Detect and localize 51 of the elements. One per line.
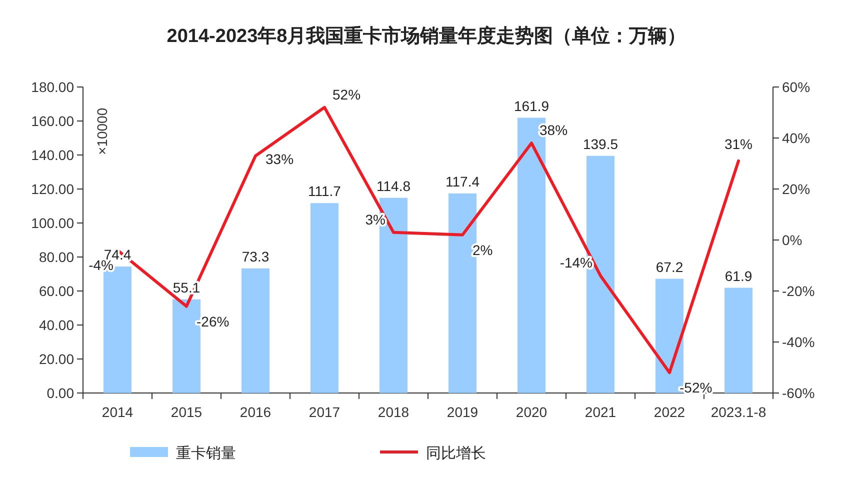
- y-tick-label: 100.00: [31, 215, 74, 231]
- data-label: 73.3: [242, 248, 270, 264]
- data-label: -52%: [680, 380, 712, 396]
- y-tick-label: 0.00: [46, 385, 74, 401]
- y-tick-label: 140.00: [31, 147, 74, 163]
- x-tick-label: 2017: [308, 404, 340, 420]
- y-tick-label: 40.00: [38, 317, 74, 333]
- data-label: 52%: [332, 86, 361, 102]
- data-label: 114.8: [376, 178, 411, 194]
- data-label: -26%: [196, 313, 230, 330]
- x-tick-label: 2014: [102, 404, 134, 420]
- x-tick-label: 2016: [240, 404, 272, 420]
- bar: [242, 268, 270, 393]
- legend-label: 重卡销量: [176, 445, 236, 462]
- chart-title: 2014-2023年8月我国重卡市场销量年度走势图（单位：万辆）: [166, 25, 686, 47]
- legend-label: 同比增长: [426, 445, 486, 462]
- x-tick-label: 2020: [516, 404, 548, 420]
- data-label: 139.5: [582, 136, 618, 152]
- y-tick-label: 120.00: [31, 181, 74, 197]
- x-tick-label: 2018: [378, 404, 410, 420]
- x-tick-label: 2023.1-8: [710, 404, 766, 420]
- y2-tick-label: 20%: [782, 181, 810, 197]
- y2-tick-label: -60%: [782, 385, 815, 401]
- y2-tick-label: 0%: [782, 232, 802, 248]
- bar: [724, 288, 752, 393]
- y-tick-label: 20.00: [38, 351, 74, 367]
- data-label: 3%: [365, 211, 386, 228]
- data-label: 61.9: [724, 268, 752, 284]
- data-label: 2%: [472, 242, 493, 258]
- x-tick-label: 2019: [446, 404, 478, 420]
- annotation: ×10000: [94, 108, 110, 155]
- data-label: 33%: [266, 150, 294, 167]
- y-tick-label: 60.00: [38, 283, 74, 299]
- y2-tick-label: 60%: [782, 79, 810, 95]
- data-label: 67.2: [656, 258, 684, 275]
- y2-tick-label: -40%: [782, 334, 815, 350]
- data-label: 31%: [724, 136, 753, 152]
- y-tick-label: 180.00: [31, 79, 74, 95]
- data-label: 111.7: [308, 183, 342, 200]
- y2-tick-label: -20%: [782, 283, 815, 299]
- data-label: -14%: [560, 254, 592, 271]
- x-tick-label: 2022: [654, 404, 686, 420]
- data-label: 161.9: [514, 98, 550, 114]
- y2-tick-label: 40%: [782, 130, 810, 146]
- y-tick-label: 80.00: [38, 249, 74, 265]
- data-label: 38%: [540, 122, 568, 138]
- data-label: 117.4: [446, 173, 480, 190]
- y-tick-label: 160.00: [31, 113, 74, 129]
- bar: [310, 203, 338, 393]
- x-tick-label: 2015: [170, 404, 202, 420]
- x-tick-label: 2021: [584, 404, 616, 420]
